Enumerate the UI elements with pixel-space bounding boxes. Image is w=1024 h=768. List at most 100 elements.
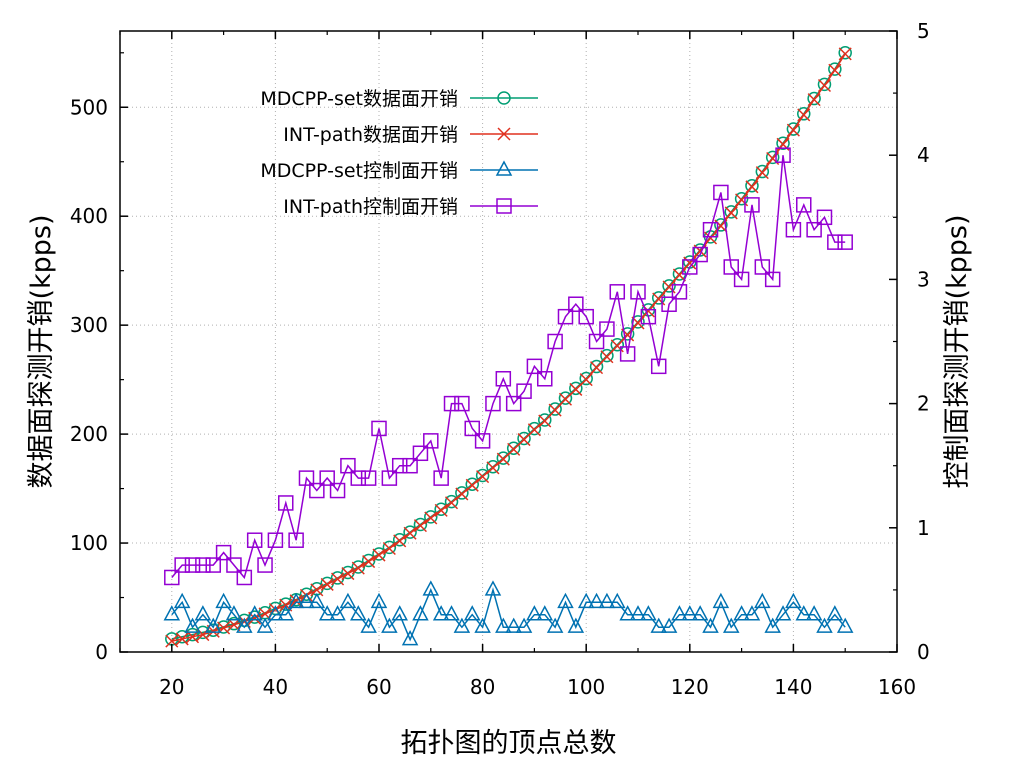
data-point: [774, 605, 792, 621]
plot-frame: [119, 30, 898, 653]
y-tick-label: 500: [70, 95, 108, 119]
data-point: [600, 348, 614, 363]
data-point: [505, 395, 522, 412]
data-point: [681, 605, 699, 621]
series-line: [171, 53, 846, 642]
data-point: [609, 284, 626, 300]
data-point: [569, 382, 583, 396]
data-point: [557, 592, 574, 609]
data-point: [630, 284, 646, 300]
data-point: [516, 383, 532, 399]
data-point: [816, 617, 833, 633]
data-point: [495, 371, 512, 387]
data-point: [236, 569, 253, 586]
y2-axis-label: 控制面探测开销(kpps): [942, 214, 973, 488]
data-point: [546, 617, 564, 633]
data-point: [287, 592, 305, 609]
data-point: [755, 166, 769, 180]
legend-label: INT-path控制面开销: [283, 196, 458, 218]
x-tick-label: 160: [878, 675, 916, 699]
data-point: [475, 468, 490, 483]
data-point: [288, 532, 304, 548]
data-point: [588, 333, 605, 350]
data-point: [506, 441, 521, 456]
data-point: [319, 470, 335, 486]
data-point: [267, 532, 284, 548]
x-tick-label: 40: [263, 675, 288, 699]
data-point: [474, 433, 491, 449]
data-point: [579, 371, 593, 386]
legend-marker: [497, 127, 511, 141]
data-point: [485, 395, 501, 412]
data-point: [579, 373, 593, 387]
data-point: [836, 617, 854, 633]
data-point: [308, 592, 326, 609]
data-point: [257, 557, 273, 573]
y-tick-label: 200: [70, 422, 108, 446]
data-point: [339, 592, 357, 609]
data-point: [838, 47, 852, 61]
legend-label: MDCPP-set控制面开销: [260, 160, 458, 182]
data-point: [246, 605, 263, 621]
data-point: [527, 423, 541, 437]
data-point: [526, 605, 543, 621]
data-point: [631, 315, 645, 329]
data-point: [692, 246, 708, 263]
x-tick-label: 20: [159, 675, 184, 699]
data-point: [537, 371, 553, 387]
data-point: [620, 327, 635, 341]
data-point: [816, 209, 833, 226]
data-point: [422, 580, 440, 596]
data-point: [609, 592, 626, 609]
data-point: [660, 617, 678, 633]
grid-lines: [120, 31, 898, 652]
data-point: [372, 547, 386, 561]
data-point: [558, 391, 573, 405]
data-point: [548, 402, 562, 416]
data-point: [495, 617, 512, 633]
data-point: [362, 555, 376, 569]
data-point: [455, 487, 469, 501]
data-point: [424, 511, 438, 525]
data-point: [743, 605, 761, 621]
data-point: [444, 496, 459, 510]
data-point: [724, 206, 738, 220]
data-point: [298, 592, 315, 609]
data-point: [215, 592, 232, 609]
data-point: [434, 503, 448, 517]
data-point: [309, 482, 325, 499]
data-point: [443, 395, 460, 412]
data-point: [205, 557, 221, 573]
data-point: [691, 605, 709, 621]
data-point: [195, 557, 211, 573]
data-point: [454, 395, 470, 412]
data-point: [381, 617, 398, 633]
data-point: [577, 592, 595, 609]
data-point: [226, 557, 242, 573]
data-point: [693, 243, 707, 257]
data-point: [589, 359, 604, 374]
data-point: [329, 482, 346, 499]
data-point: [600, 350, 614, 364]
data-point: [465, 478, 479, 492]
data-point: [578, 308, 594, 325]
data-point: [797, 107, 811, 121]
legend-marker: [497, 91, 511, 105]
series-layer: [163, 46, 854, 648]
data-point: [558, 392, 573, 406]
data-point: [765, 150, 780, 165]
series-2: [163, 580, 854, 646]
x-tick-label: 120: [671, 675, 709, 699]
data-point: [372, 548, 386, 562]
data-point: [163, 605, 181, 621]
data-point: [267, 605, 284, 621]
y2-tick-label: 1: [917, 516, 930, 540]
data-point: [629, 605, 647, 621]
data-point: [351, 560, 366, 574]
data-point: [453, 617, 471, 633]
legend-marker: [496, 198, 512, 214]
data-point: [484, 580, 502, 596]
data-point: [733, 271, 750, 288]
data-point: [329, 605, 346, 621]
data-point: [745, 178, 759, 193]
